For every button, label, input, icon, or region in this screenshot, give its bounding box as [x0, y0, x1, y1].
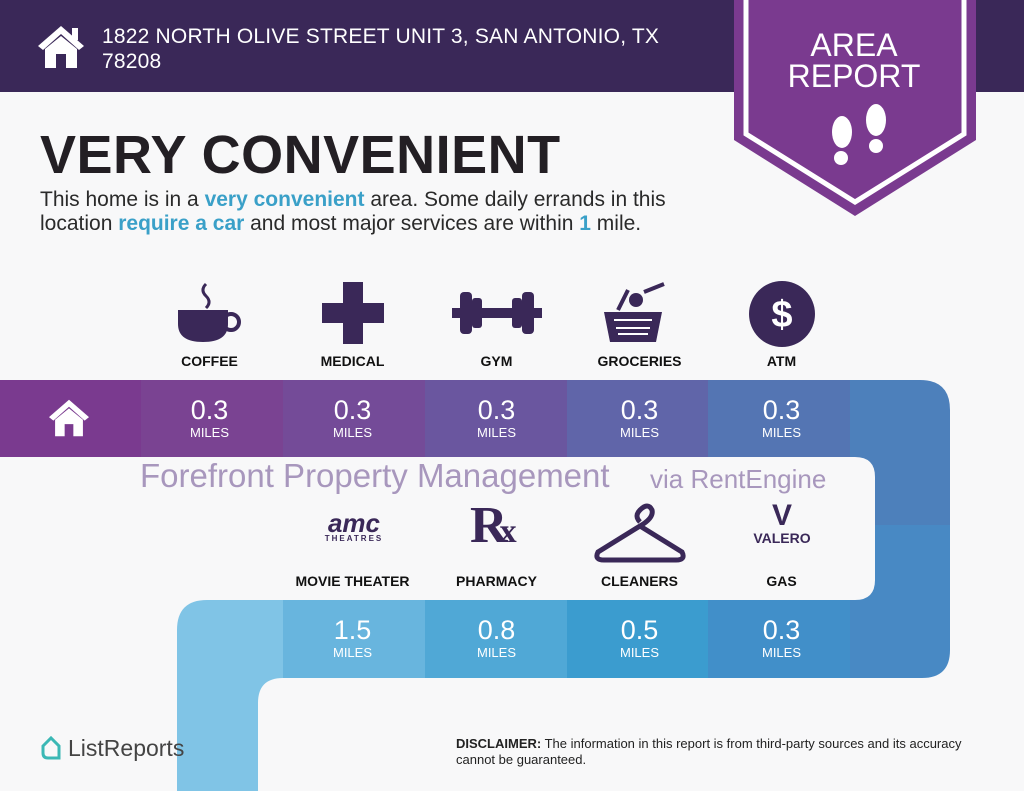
- distance-atm: 0.3 MILES: [761, 395, 801, 440]
- dollar-icon: $: [749, 281, 815, 347]
- footprints-icon: [832, 104, 886, 165]
- svg-text:$: $: [771, 294, 792, 336]
- dumbbell-icon: [452, 292, 542, 334]
- distance-pharmacy: 0.8 MILES: [476, 615, 516, 660]
- valero-logo: V VALERO: [753, 499, 811, 547]
- watermark-sub: via RentEngine: [650, 464, 827, 494]
- area-report-title: AREA REPORT: [787, 27, 921, 94]
- distance-medical: 0.3 MILES: [332, 395, 372, 440]
- property-address: 1822 NORTH OLIVE STREET UNIT 3, SAN ANTO…: [102, 25, 660, 73]
- amenity-label-gas: GAS: [766, 573, 797, 589]
- amc-theatres-logo: amc THEATRES: [324, 508, 384, 543]
- rx-icon: Rx: [470, 497, 517, 554]
- distance-coffee: 0.3 MILES: [189, 395, 229, 440]
- medical-cross-icon: [322, 282, 384, 344]
- watermark: Forefront Property Management: [140, 457, 610, 494]
- amenity-label-movie-theater: MOVIE THEATER: [295, 573, 410, 589]
- distance-gym: 0.3 MILES: [476, 395, 516, 440]
- amenity-label-groceries: GROCERIES: [597, 353, 682, 369]
- amenity-label-pharmacy: PHARMACY: [456, 573, 537, 589]
- amenity-label-atm: ATM: [766, 353, 797, 369]
- grocery-basket-icon: [604, 282, 665, 342]
- amenity-label-coffee: COFFEE: [181, 353, 238, 369]
- listreports-icon: [41, 735, 61, 759]
- distance-groceries: 0.3 MILES: [619, 395, 659, 440]
- distance-movie-theater: 1.5 MILES: [332, 615, 372, 660]
- home-icon: [38, 26, 84, 68]
- listreports-logo: ListReports: [40, 735, 184, 762]
- convenience-rating: VERY CONVENIENT: [40, 125, 561, 185]
- rating-description: This home is in a very convenient area. …: [40, 188, 666, 235]
- amenity-label-medical: MEDICAL: [320, 353, 385, 369]
- home-icon: [49, 399, 89, 437]
- coffee-cup-icon: [178, 282, 241, 342]
- listreports-logo-text: ListReports: [68, 735, 185, 761]
- amenity-label-cleaners: CLEANERS: [600, 573, 678, 589]
- distance-cleaners: 0.5 MILES: [619, 615, 659, 660]
- area-report-banner: [734, 0, 976, 216]
- distance-gas: 0.3 MILES: [761, 615, 801, 660]
- amenity-label-gym: GYM: [480, 353, 513, 369]
- hanger-icon: [594, 503, 686, 563]
- disclaimer: DISCLAIMER: The information in this repo…: [456, 736, 962, 767]
